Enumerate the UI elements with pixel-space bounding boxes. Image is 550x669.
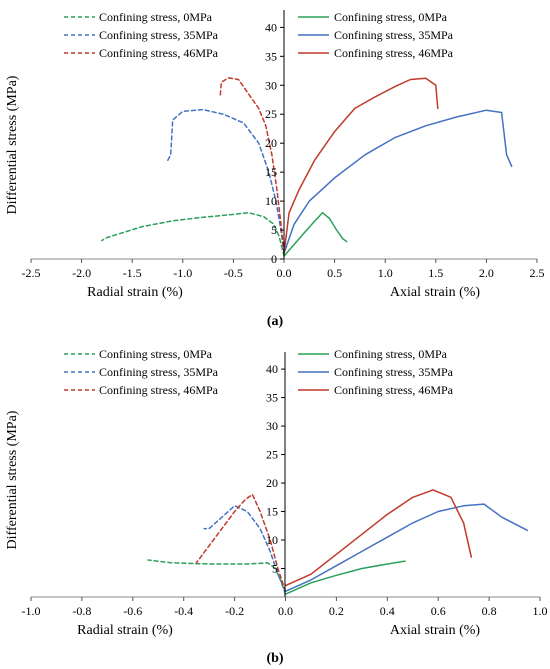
legend-left: Confining stress, 0MPa Confining stress,… (64, 10, 219, 60)
axial-strain-label: Axial strain (%) (390, 623, 481, 638)
x-tick-label: 2.5 (530, 266, 545, 280)
radial-strain-label: Radial strain (%) (87, 285, 183, 300)
x-tick-label: -2.5 (22, 266, 41, 280)
legend-right-0mpa: Confining stress, 0MPa (334, 10, 448, 24)
y-tick-label: 40 (265, 20, 277, 34)
legend-right-46mpa: Confining stress, 46MPa (334, 46, 454, 60)
y-axis-label: Differential stress (MPa) (5, 75, 20, 214)
series-line-axial-0mpa (284, 560, 406, 595)
chart-panel-b: -1.0 -0.8 -0.6 -0.4 -0.2 0.0 0.2 0.4 0.6 0.8 1.0 5… (5, 347, 548, 666)
series-line-radial-0mpa (101, 211, 285, 257)
y-tick-label: 30 (266, 419, 278, 433)
legend-right-35mpa: Confining stress, 35MPa (334, 365, 454, 379)
series-line-radial-35mpa (166, 108, 285, 254)
y-tick-label: 20 (265, 136, 277, 150)
x-tick-label: -0.2 (225, 604, 244, 618)
panel-caption: (a) (267, 314, 284, 329)
y-tick-label: 5 (272, 562, 278, 576)
x-tick-label: 0.2 (329, 604, 344, 618)
y-tick-label: 35 (266, 391, 278, 405)
y-tick-label: 0 (271, 252, 277, 266)
y-axis-label: Differential stress (MPa) (5, 410, 20, 549)
x-tick-label: 1.5 (428, 266, 443, 280)
legend-right: Confining stress, 0MPa Confining stress,… (298, 10, 454, 60)
x-tick-label: 1.0 (378, 266, 393, 280)
series-line-axial-46mpa (283, 77, 439, 254)
y-tick-label: 20 (266, 476, 278, 490)
x-tick-label: 1.0 (533, 604, 548, 618)
x-tick-label: 0.5 (327, 266, 342, 280)
series-line-axial-35mpa (284, 503, 529, 593)
series-line-radial-0mpa (147, 559, 287, 595)
x-tick-label: 0.0 (278, 604, 293, 618)
y-tick-label: 10 (266, 533, 278, 547)
x-tick-label: 0.0 (277, 266, 292, 280)
y-tick-label: 5 (271, 223, 277, 237)
legend-left-46mpa: Confining stress, 46MPa (99, 46, 219, 60)
x-tick-label: -1.5 (123, 266, 142, 280)
x-tick-label: 0.6 (431, 604, 446, 618)
series-line-axial-0mpa (283, 211, 348, 257)
y-tick-label: 40 (266, 362, 278, 376)
y-tick-label: 35 (265, 49, 277, 63)
x-tick-label: 2.0 (479, 266, 494, 280)
y-tick-label: 30 (265, 78, 277, 92)
legend-right-0mpa: Confining stress, 0MPa (334, 347, 448, 361)
legend-left-0mpa: Confining stress, 0MPa (99, 347, 213, 361)
x-tick-label: -0.5 (224, 266, 243, 280)
legend-right: Confining stress, 0MPa Confining stress,… (298, 347, 454, 397)
x-tick-label: -0.8 (72, 604, 91, 618)
x-tick-label: 0.8 (482, 604, 497, 618)
x-tick-label: 0.4 (380, 604, 395, 618)
radial-strain-label: Radial strain (%) (77, 623, 173, 638)
legend-right-46mpa: Confining stress, 46MPa (334, 383, 454, 397)
y-tick-label: 10 (265, 194, 277, 208)
series-line-radial-46mpa (219, 77, 285, 254)
x-tick-label: -2.0 (72, 266, 91, 280)
series-line-radial-46mpa (195, 493, 287, 593)
series-line-axial-35mpa (283, 109, 513, 254)
legend-left-35mpa: Confining stress, 35MPa (99, 28, 219, 42)
y-tick-label: 15 (266, 505, 278, 519)
x-tick-label: -0.4 (174, 604, 193, 618)
y-tick-label: 25 (266, 448, 278, 462)
x-tick-label: -1.0 (173, 266, 192, 280)
series-line-radial-35mpa (203, 505, 287, 593)
x-tick-label: -1.0 (22, 604, 41, 618)
x-tick-label: -0.6 (123, 604, 142, 618)
panel-caption: (b) (266, 651, 283, 666)
series-line-axial-46mpa (284, 489, 473, 587)
legend-left: Confining stress, 0MPa Confining stress,… (64, 347, 219, 397)
y-tick-label: 25 (265, 107, 277, 121)
legend-left-46mpa: Confining stress, 46MPa (99, 383, 219, 397)
chart-panel-a: -2.5 -2.0 -1.5 -1.0 -0.5 0.0 0.5 1.0 1.5 2.0 2.5 0… (5, 10, 545, 329)
y-tick-label: 15 (265, 165, 277, 179)
legend-right-35mpa: Confining stress, 35MPa (334, 28, 454, 42)
legend-left-0mpa: Confining stress, 0MPa (99, 10, 213, 24)
axial-strain-label: Axial strain (%) (390, 285, 481, 300)
legend-left-35mpa: Confining stress, 35MPa (99, 365, 219, 379)
